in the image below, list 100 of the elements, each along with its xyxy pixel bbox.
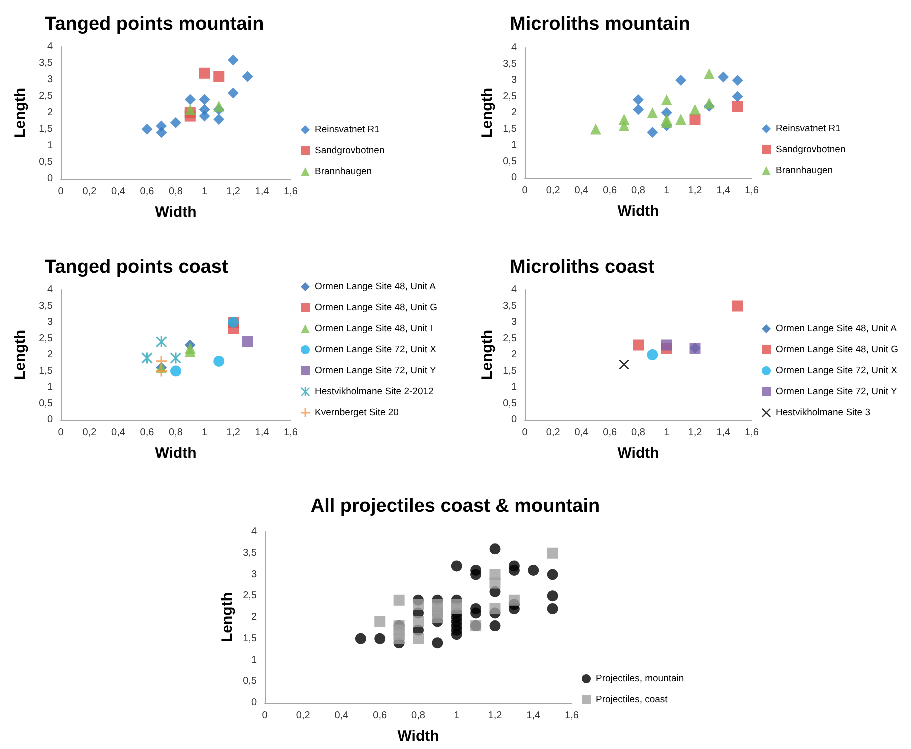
y-tick-label: 1,5 [503,124,518,135]
x-tick-label: 0,4 [334,710,350,722]
y-tick-label: 2 [47,108,54,118]
x-tick-label: 0,4 [574,186,590,196]
y-tick-label: 3 [511,75,518,86]
legend-label: Reinsvatnet R1 [776,124,841,134]
x-tick-label: 0,8 [632,186,646,196]
chart-title: Tanged points coast [45,257,229,278]
x-tick-label: 1 [202,186,208,198]
y-tick-label: 0,5 [243,676,258,688]
y-tick-label: 1 [251,654,258,666]
y-tick-label: 3,5 [39,300,54,312]
x-tick-label: 1,2 [488,710,503,722]
chart-title: All projectiles coast & mountain [310,496,600,517]
x-tick-label: 1,4 [716,428,732,438]
legend-label: Sandgrovbotnen [776,144,846,156]
x-axis-title: Width [398,728,440,745]
legend-label: Ormen Lange Site 72, Unit X [315,344,438,356]
x-tick-label: 0 [522,428,528,438]
y-tick-label: 2,5 [39,91,54,102]
y-tick-label: 3 [511,317,518,328]
y-tick-label: 0 [47,414,54,426]
y-tick-label: 1 [511,382,518,393]
y-tick-label: 2 [251,612,258,623]
x-tick-label: 0,2 [82,428,98,438]
y-tick-label: 4 [47,42,54,52]
y-tick-label: 2,5 [503,91,518,102]
x-tick-label: 0 [522,186,528,196]
y-tick-label: 0,5 [39,157,54,168]
x-tick-label: 0 [262,710,268,722]
y-tick-label: 2,5 [39,333,54,344]
y-tick-label: 0,5 [503,398,518,410]
y-tick-label: 0 [511,172,518,184]
y-tick-label: 2 [47,350,54,360]
y-tick-label: 3,5 [39,58,54,69]
y-axis-title: Length [12,330,30,380]
x-tick-label: 0,4 [112,186,126,198]
x-tick-label: 1,6 [284,186,298,198]
y-tick-label: 3,5 [243,548,258,559]
x-tick-label: 1,2 [226,428,241,438]
y-tick-label: 2,5 [503,333,518,344]
x-axis-title: Width [155,445,197,462]
y-tick-label: 0,5 [503,156,518,168]
legend-label: Ormen Lange Site 48, Unit A [776,324,898,334]
x-tick-label: 1,4 [526,710,542,722]
chart-title: Microliths mountain [510,14,690,35]
y-tick-label: 0 [251,698,258,708]
x-tick-label: 1 [664,186,670,196]
x-tick-label: 1 [202,428,208,438]
y-tick-label: 2 [511,350,518,360]
x-axis-title: Width [618,203,660,220]
y-axis-title: Length [219,592,236,642]
y-tick-label: 1 [511,140,518,151]
x-tick-label: 1,2 [226,186,241,198]
x-tick-label: 0,8 [169,186,184,198]
y-tick-label: 4 [511,284,518,296]
x-tick-label: 0,6 [373,710,388,722]
x-tick-label: 1 [454,710,460,722]
x-tick-label: 0,2 [546,186,561,196]
x-tick-label: 1,4 [255,428,270,438]
y-tick-label: 3,5 [503,58,518,70]
x-tick-label: 0,6 [603,186,618,196]
legend-label: Reinsvatnet R1 [315,124,380,136]
legend-label: Ormen Lange Site 48, Unit I [315,324,433,334]
y-axis-title: Length [479,330,496,380]
x-tick-label: 1,4 [716,186,732,196]
x-tick-label: 1,6 [745,428,760,438]
legend-label: Ormen Lange Site 48, Unit A [315,282,437,292]
x-tick-label: 0,2 [82,186,98,198]
y-tick-label: 0 [511,414,518,426]
y-tick-label: 2,5 [243,590,258,602]
x-axis-title: Width [618,445,660,462]
legend-label: Hestvikholmane Site 2-2012 [315,386,434,398]
y-tick-label: 1,5 [39,124,54,135]
x-tick-label: 0,2 [546,428,561,438]
x-tick-label: 0,8 [169,428,184,438]
x-tick-label: 0 [58,428,64,438]
legend-label: Ormen Lange Site 48, Unit G [776,344,899,356]
x-tick-label: 1,6 [284,428,298,438]
y-tick-label: 0,5 [39,398,54,410]
y-tick-label: 1,5 [39,366,54,377]
y-tick-label: 3 [251,569,258,580]
chart-title: Tanged points mountain [45,14,264,35]
legend-label: Ormen Lange Site 72, Unit Y [776,386,898,398]
legend-label: Brannhaugen [315,166,372,178]
x-axis-title: Width [155,204,197,221]
y-tick-label: 3 [47,74,54,86]
x-tick-label: 1,6 [745,186,760,196]
x-tick-label: 0,4 [574,428,590,438]
y-tick-label: 1,5 [243,633,258,644]
y-tick-label: 1,5 [503,366,518,377]
y-axis-title: Length [12,88,30,138]
y-tick-label: 0 [47,174,54,184]
x-tick-label: 0,6 [140,428,155,438]
x-tick-label: 0,8 [632,428,646,438]
legend-label: Ormen Lange Site 48, Unit G [315,302,438,314]
legend-label: Hestvikholmane Site 3 [776,408,871,418]
y-tick-label: 3,5 [503,300,518,312]
legend-label: Kvernberget Site 20 [315,408,399,418]
x-tick-label: 0,4 [112,428,126,438]
